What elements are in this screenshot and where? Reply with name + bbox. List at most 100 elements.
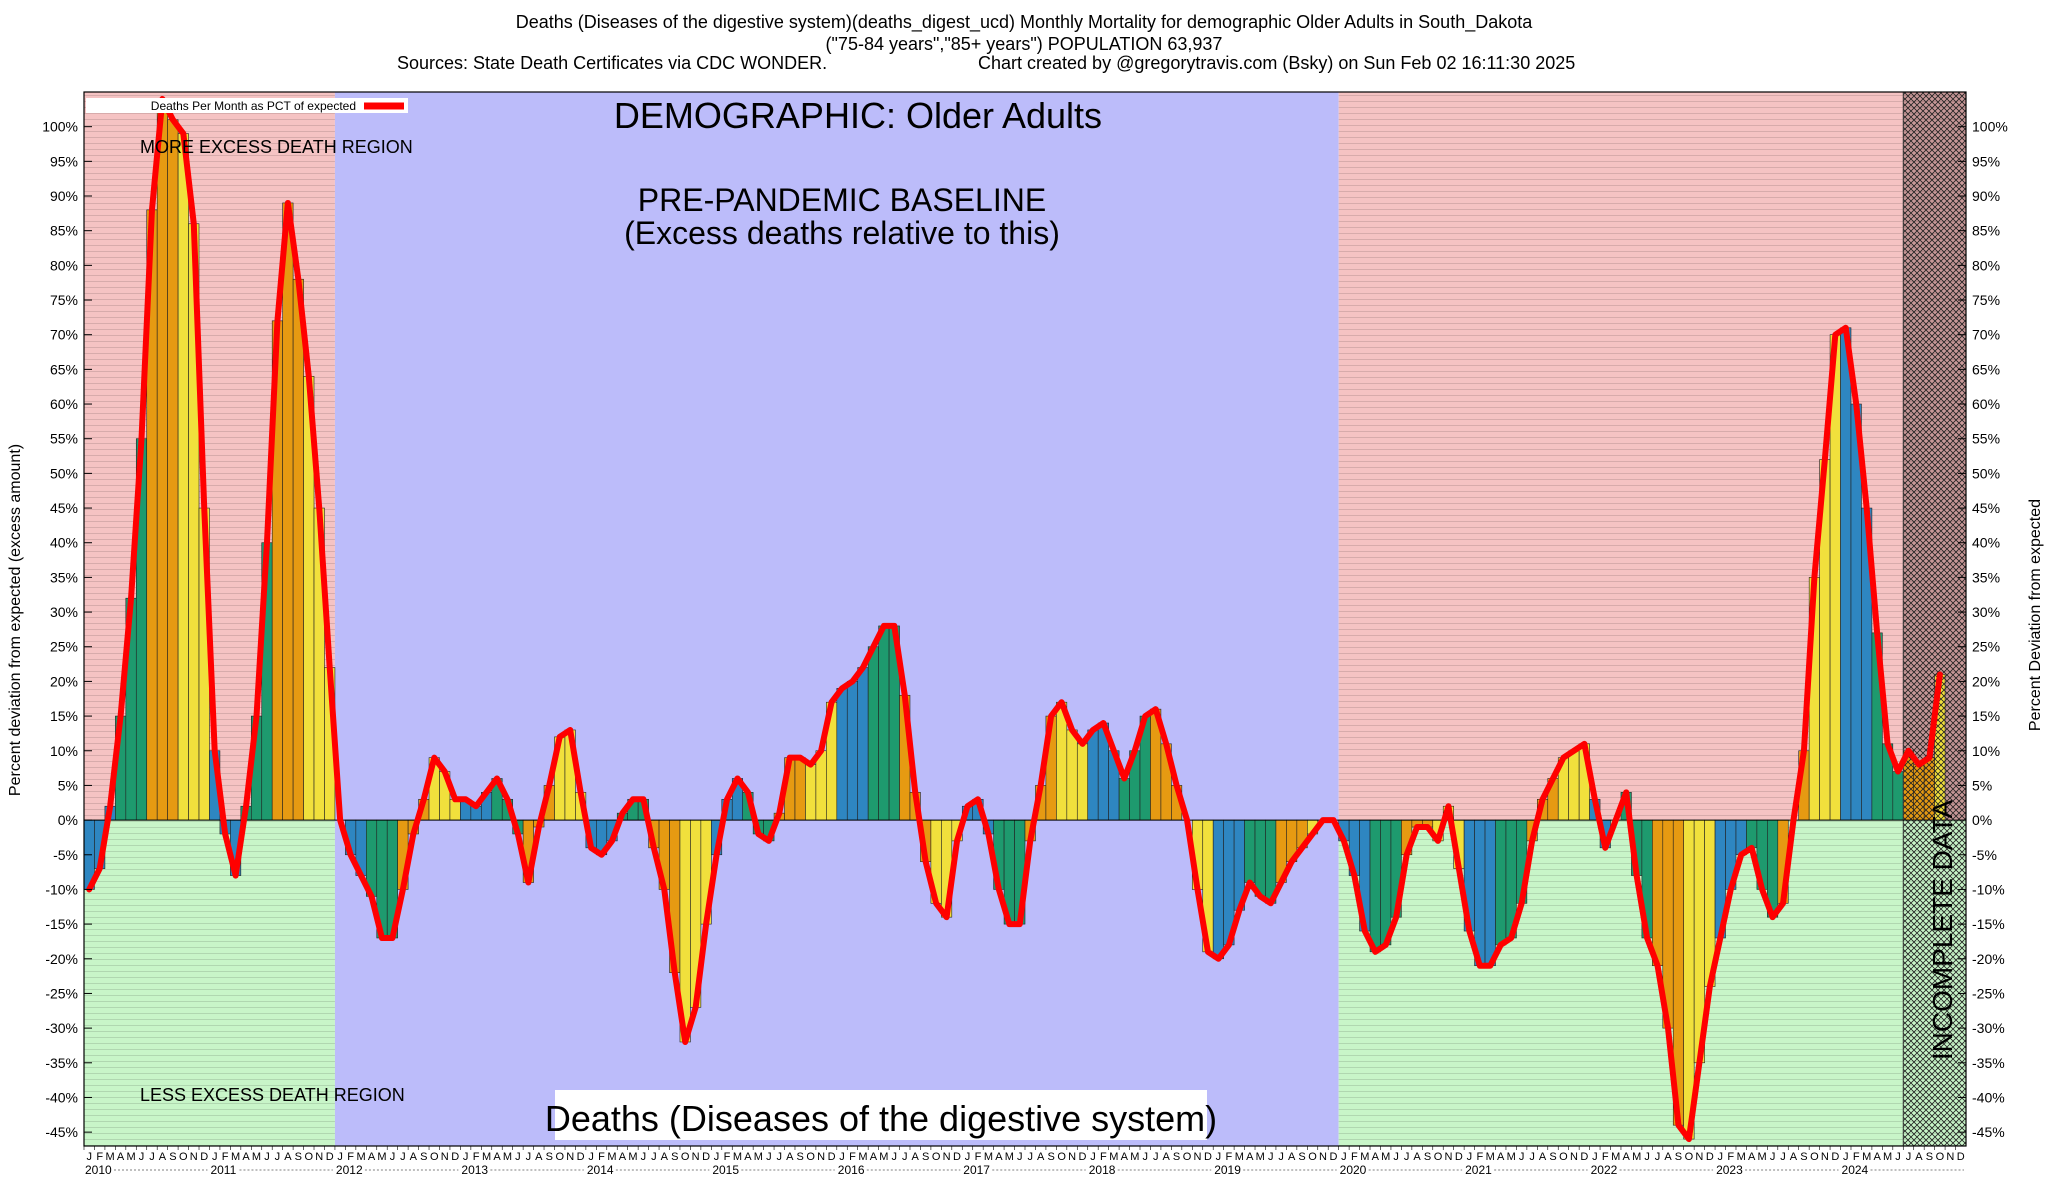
x-tick-label: A: [117, 1151, 125, 1163]
x-tick-label: F: [1727, 1151, 1734, 1163]
y-tick-label: -5%: [53, 847, 78, 863]
x-tick-label: N: [1194, 1151, 1202, 1163]
y-tick-label: 25%: [1972, 639, 2000, 655]
y-tick-label: -5%: [1972, 847, 1997, 863]
x-tick-label: A: [1246, 1151, 1254, 1163]
x-tick-label: O: [1308, 1151, 1317, 1163]
y-tick-label: -15%: [1972, 916, 2005, 932]
x-tick-label: M: [1109, 1151, 1118, 1163]
y-tick-label: -45%: [1972, 1124, 2005, 1140]
x-tick-label: N: [943, 1151, 951, 1163]
y-tick-label: 15%: [1972, 708, 2000, 724]
x-tick-label: M: [628, 1151, 637, 1163]
x-tick-label: A: [870, 1151, 878, 1163]
y-tick-label: 55%: [50, 431, 78, 447]
x-tick-label: J: [1655, 1151, 1661, 1163]
bar: [815, 750, 827, 821]
y-tick-label: 15%: [50, 708, 78, 724]
y-tick-label: 95%: [50, 153, 78, 169]
bar: [878, 625, 890, 821]
x-year-label: 2013: [461, 1163, 488, 1177]
x-year-label: 2020: [1340, 1163, 1367, 1177]
x-tick-label: M: [607, 1151, 616, 1163]
bar: [1746, 819, 1758, 849]
x-tick-label: A: [368, 1151, 376, 1163]
y-tick-label: 65%: [1972, 361, 2000, 377]
x-tick-label: J: [1895, 1151, 1901, 1163]
x-tick-label: A: [1915, 1151, 1923, 1163]
x-tick-label: D: [326, 1151, 334, 1163]
legend-box: [86, 98, 408, 113]
y-tick-label: -30%: [1972, 1020, 2005, 1036]
x-tick-label: A: [1873, 1151, 1881, 1163]
baseline-label-line1: PRE-PANDEMIC BASELINE: [638, 182, 1046, 218]
more-excess-region-label: MORE EXCESS DEATH REGION: [140, 137, 413, 157]
legend-label: Deaths Per Month as PCT of expected: [151, 99, 356, 113]
x-tick-label: N: [315, 1151, 323, 1163]
x-tick-label: M: [733, 1151, 742, 1163]
y-tick-label: -10%: [1972, 881, 2005, 897]
y-tick-label: 60%: [1972, 396, 2000, 412]
y-tick-label: 95%: [1972, 153, 2000, 169]
x-tick-label: J: [1090, 1151, 1096, 1163]
x-tick-label: N: [1444, 1151, 1452, 1163]
x-tick-label: N: [441, 1151, 449, 1163]
y-tick-label: -20%: [1972, 951, 2005, 967]
x-tick-label: S: [797, 1151, 804, 1163]
y-tick-label: 20%: [50, 673, 78, 689]
y-tick-label: 90%: [1972, 188, 2000, 204]
x-tick-label: M: [1486, 1151, 1495, 1163]
x-tick-label: J: [139, 1151, 145, 1163]
x-tick-label: J: [1216, 1151, 1222, 1163]
bar: [156, 98, 168, 821]
x-tick-label: J: [1142, 1151, 1148, 1163]
x-year-label: 2018: [1089, 1163, 1116, 1177]
y-tick-label: -45%: [45, 1124, 78, 1140]
x-tick-label: N: [817, 1151, 825, 1163]
x-tick-label: J: [651, 1151, 657, 1163]
chart-title: Deaths (Diseases of the digestive system…: [515, 12, 1533, 32]
x-tick-label: F: [1226, 1151, 1233, 1163]
baseline-region: [334, 92, 1339, 1146]
x-tick-label: J: [1780, 1151, 1786, 1163]
x-tick-label: D: [1706, 1151, 1714, 1163]
y-tick-label: -35%: [1972, 1055, 2005, 1071]
y-tick-label: 0%: [58, 812, 78, 828]
x-tick-label: O: [932, 1151, 941, 1163]
x-tick-label: D: [451, 1151, 459, 1163]
x-tick-label: J: [1404, 1151, 1410, 1163]
x-tick-label: A: [242, 1151, 250, 1163]
x-tick-label: S: [1549, 1151, 1556, 1163]
x-tick-label: A: [912, 1151, 920, 1163]
x-tick-label: J: [766, 1151, 772, 1163]
y-tick-label: -40%: [1972, 1089, 2005, 1105]
x-tick-label: J: [390, 1151, 396, 1163]
y-tick-label: 80%: [50, 257, 78, 273]
bar: [846, 681, 859, 821]
x-tick-label: M: [1005, 1151, 1014, 1163]
y-tick-label: 10%: [1972, 743, 2000, 759]
x-tick-label: N: [190, 1151, 198, 1163]
x-tick-label: O: [1183, 1151, 1192, 1163]
x-tick-label: M: [1235, 1151, 1244, 1163]
x-tick-label: M: [1507, 1151, 1516, 1163]
y-tick-label: 60%: [50, 396, 78, 412]
y-tick-label: -10%: [45, 881, 78, 897]
x-tick-label: D: [1455, 1151, 1463, 1163]
x-tick-label: J: [892, 1151, 898, 1163]
x-tick-label: J: [1906, 1151, 1912, 1163]
x-tick-label: J: [902, 1151, 908, 1163]
x-tick-label: D: [702, 1151, 710, 1163]
bar: [836, 688, 848, 821]
right-axis-label: Percent Deviation from expected: [2027, 499, 2044, 731]
x-tick-label: M: [503, 1151, 512, 1163]
x-tick-label: M: [879, 1151, 888, 1163]
x-tick-label: N: [1946, 1151, 1954, 1163]
y-tick-label: -30%: [45, 1020, 78, 1036]
x-tick-label: M: [482, 1151, 491, 1163]
x-tick-label: J: [1592, 1151, 1598, 1163]
x-tick-label: S: [1926, 1151, 1933, 1163]
x-tick-label: J: [275, 1151, 281, 1163]
incomplete-data-label: INCOMPLETE DATA: [1927, 800, 1958, 1061]
